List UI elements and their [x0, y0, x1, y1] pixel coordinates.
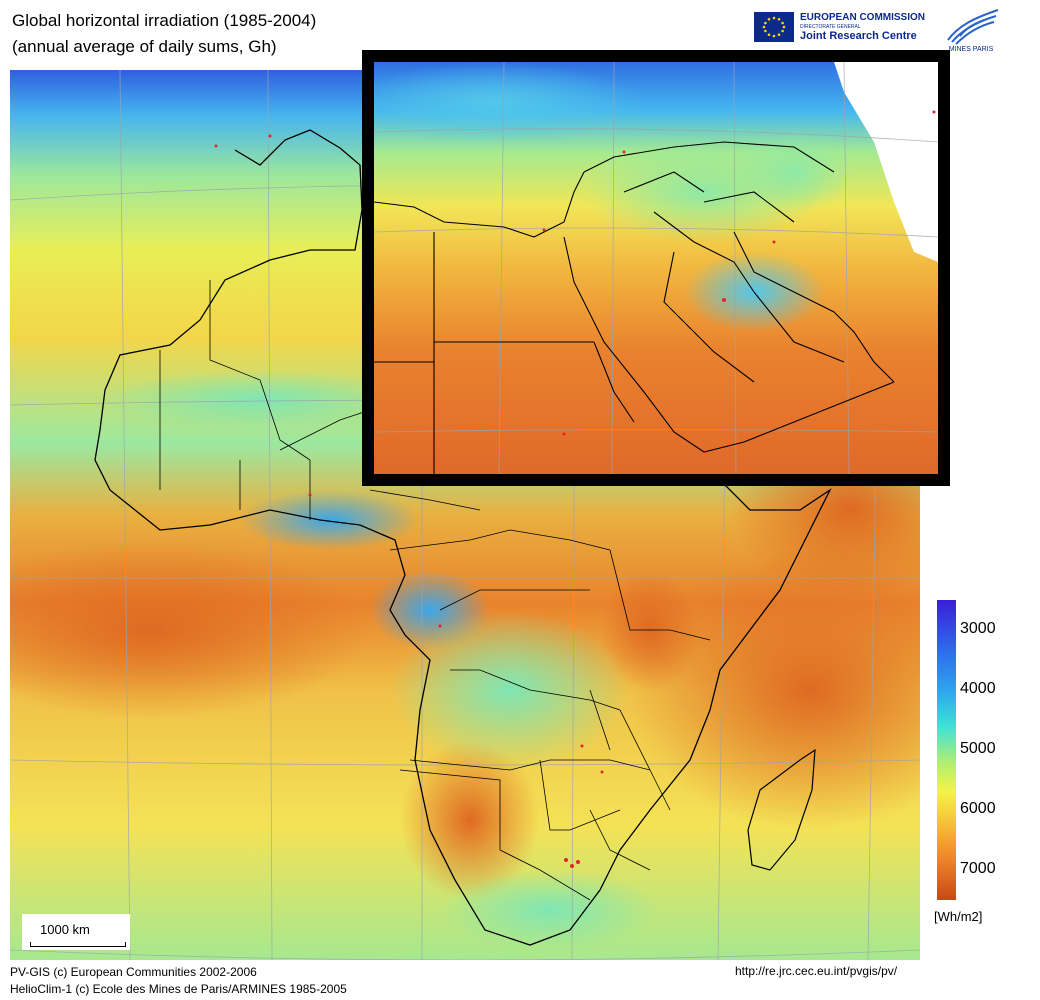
legend-unit: [Wh/m2] [934, 909, 983, 924]
legend-tick-5000: 5000 [960, 740, 996, 757]
footer-url: http://re.jrc.cec.eu.int/pvgis/pv/ [735, 964, 898, 978]
mines-paris-logo: MINES PARIS [940, 6, 1002, 56]
map-title: Global horizontal irradiation (1985-2004… [12, 8, 316, 60]
mines-paris-emblem-icon [947, 9, 999, 45]
africa-coastline [94, 129, 832, 946]
jrc-logo-text: Joint Research Centre [800, 30, 917, 42]
legend-tick-3000: 3000 [960, 620, 996, 637]
legend-tick-7000: 7000 [960, 860, 996, 877]
legend-tick-6000: 6000 [960, 800, 996, 817]
footer-credit-helioclim: HelioClim-1 (c) Ecole des Mines de Paris… [10, 982, 347, 996]
legend-color-bar [937, 600, 956, 900]
title-line-1: Global horizontal irradiation (1985-2004… [12, 11, 317, 30]
legend-tick-4000: 4000 [960, 680, 996, 697]
africa-irradiation-map [10, 70, 920, 960]
scale-bar-line [30, 942, 126, 947]
eu-flag-icon [754, 12, 794, 42]
footer-credit-pvgis: PV-GIS (c) European Communities 2002-200… [10, 965, 257, 979]
ec-logo-subtext: DIRECTORATE GENERAL [800, 24, 861, 30]
footer-credits: PV-GIS (c) European Communities 2002-200… [10, 964, 347, 998]
inset-map-canvas [374, 62, 938, 474]
scale-bar: 1000 km [22, 914, 130, 950]
european-commission-logo: EUROPEAN COMMISSION DIRECTORATE GENERAL … [754, 12, 934, 44]
middle-east-inset-map [362, 50, 950, 486]
ec-logo-text: EUROPEAN COMMISSION [800, 12, 926, 23]
madagascar-outline [747, 748, 816, 871]
title-line-2: (annual average of daily sums, Gh) [12, 37, 277, 56]
scale-bar-label: 1000 km [40, 922, 90, 937]
mines-paris-text: MINES PARIS [948, 46, 994, 53]
